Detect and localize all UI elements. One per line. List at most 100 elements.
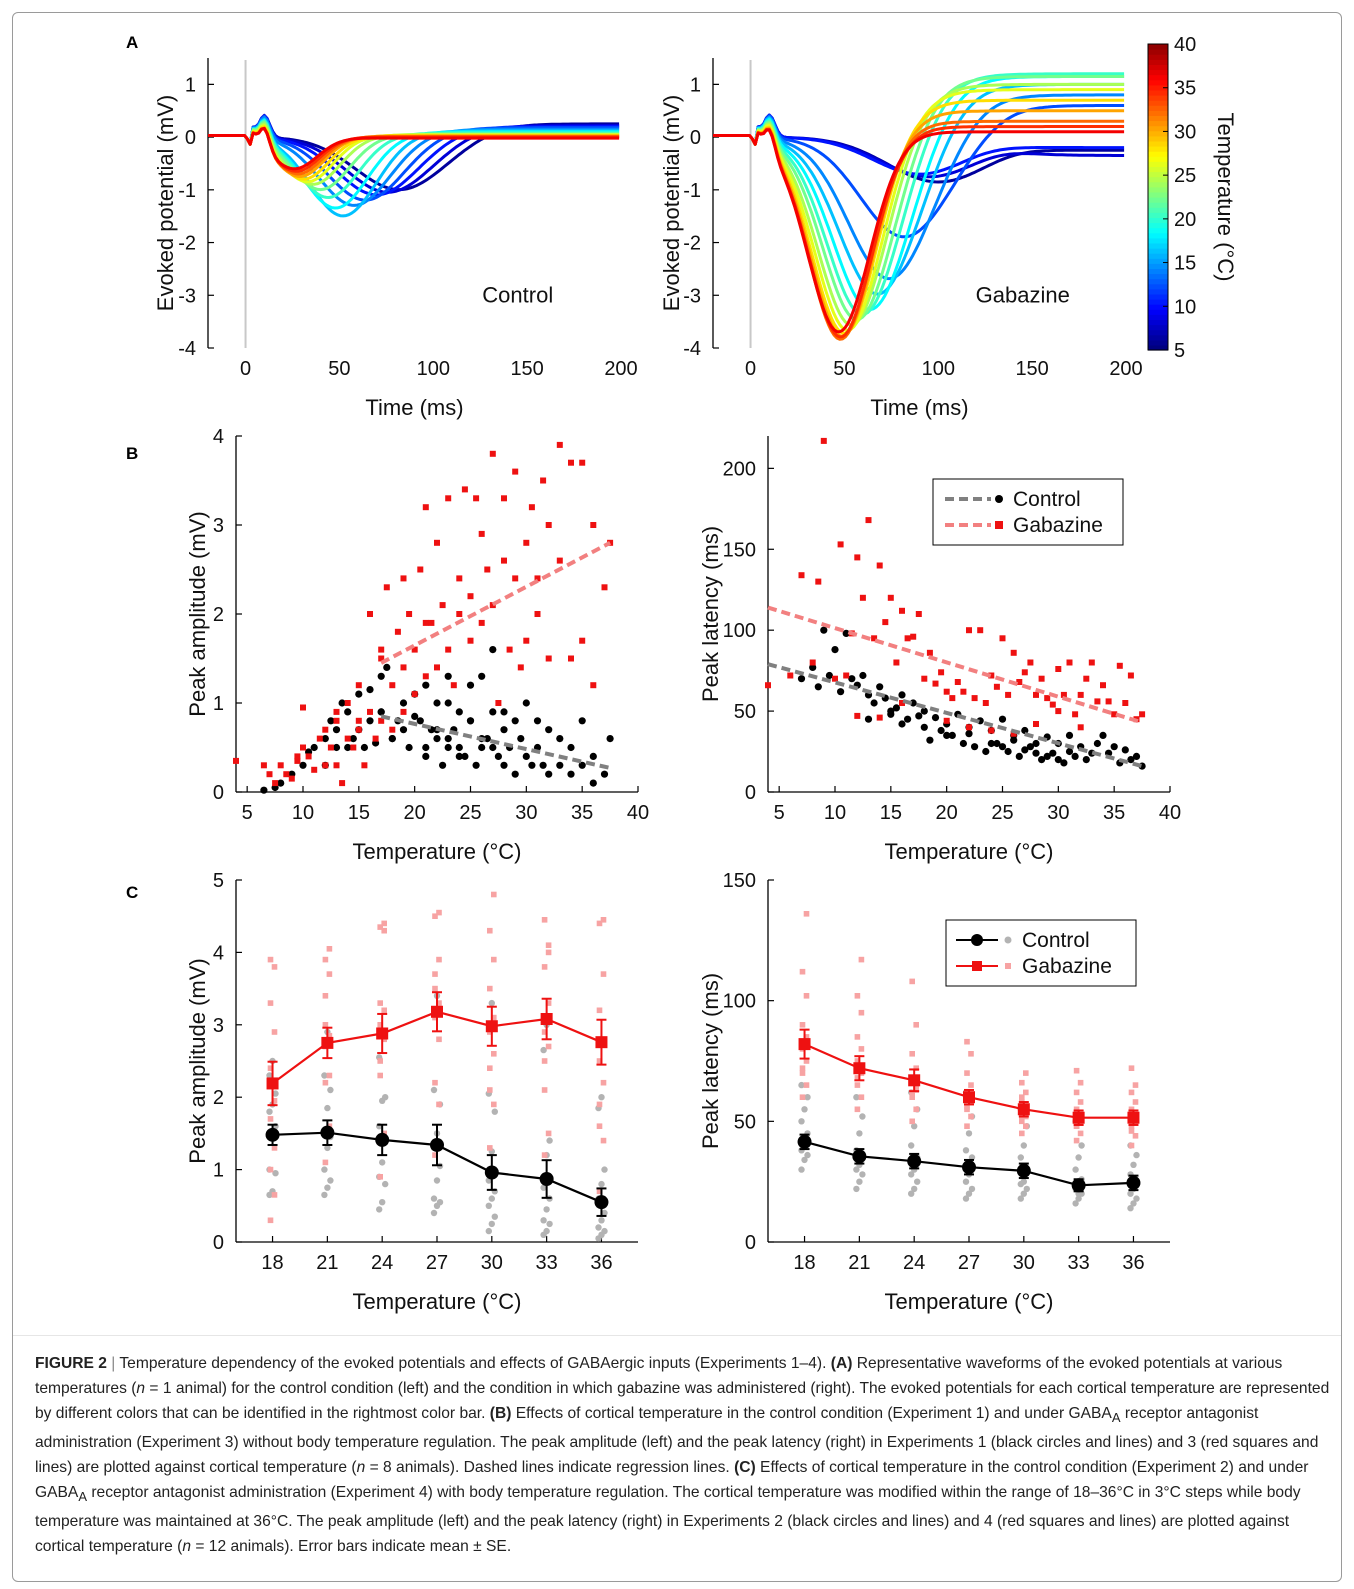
y-tick-label: 150 <box>723 870 756 892</box>
scatter-point-control <box>377 708 385 716</box>
x-tick-label: 200 <box>604 358 637 380</box>
raw-point-control <box>430 1209 438 1217</box>
mean-point-control <box>484 1165 499 1180</box>
raw-point-gabazine <box>600 1137 607 1144</box>
scatter-point-gabazine <box>1038 675 1045 682</box>
caption-segment: = 1 animal) for the control condition (l… <box>35 1380 1330 1422</box>
raw-point-gabazine <box>1128 1142 1135 1149</box>
scatter-point-control <box>1054 756 1062 764</box>
raw-point-gabazine <box>541 917 548 923</box>
scatter-point-control <box>439 761 447 769</box>
scatter-point-gabazine <box>439 602 446 609</box>
colorbar-segment <box>1148 288 1168 295</box>
scatter-point-gabazine <box>960 688 967 695</box>
raw-point-control <box>327 1086 334 1094</box>
chart-c-right: 0 50 100 150 18 21 24 27 30 33 36 Temperature (°C) P… <box>698 870 1170 1314</box>
colorbar-segment <box>1148 151 1168 157</box>
caption-segment: = 12 animals). Error bars indicate mean … <box>191 1538 512 1556</box>
scatter-point-gabazine <box>445 495 452 502</box>
raw-point-gabazine <box>803 1034 810 1040</box>
scatter-point-control <box>500 708 508 716</box>
scatter-point-control <box>825 671 834 680</box>
raw-point-gabazine <box>803 911 810 917</box>
raw-point-gabazine <box>267 1065 274 1071</box>
y-tick-label: 2 <box>213 604 224 626</box>
raw-point-gabazine <box>803 993 810 999</box>
scatter-point-control <box>383 663 391 672</box>
raw-point-gabazine <box>271 964 278 970</box>
y-tick-label: 50 <box>734 1111 756 1133</box>
raw-point-gabazine <box>913 1065 919 1071</box>
raw-point-gabazine <box>271 1192 278 1198</box>
legend-marker <box>995 521 1003 529</box>
scatter-point-control <box>433 735 441 743</box>
x-tick-label: 0 <box>745 358 756 380</box>
y-tick-label: 3 <box>213 515 224 537</box>
scatter-point-control <box>1004 747 1012 756</box>
raw-point-gabazine <box>854 1058 861 1064</box>
raw-point-gabazine <box>432 1079 438 1086</box>
scatter-point-gabazine <box>523 539 530 546</box>
y-tick-label: 5 <box>213 870 224 892</box>
raw-point-control <box>801 1106 808 1113</box>
scatter-point-gabazine <box>361 762 368 769</box>
x-tick-label: 30 <box>515 802 537 824</box>
raw-point-gabazine <box>596 1123 603 1129</box>
raw-point-control <box>914 1178 921 1185</box>
mean-point-control <box>797 1134 812 1149</box>
scatter-point-gabazine <box>322 726 329 733</box>
scatter-point-gabazine <box>1016 679 1023 685</box>
x-tick-label: 24 <box>371 1252 393 1274</box>
raw-point-gabazine <box>799 1094 806 1100</box>
scatter-point-control <box>411 712 419 721</box>
raw-point-control <box>272 1090 279 1097</box>
scatter-point-control <box>511 770 519 778</box>
colorbar-segment <box>1148 115 1168 122</box>
raw-point-control <box>601 1209 608 1217</box>
panel-label-a: A <box>126 33 138 52</box>
mean-point-gabazine <box>908 1074 921 1087</box>
raw-point-gabazine <box>322 1022 329 1028</box>
scatter-point-gabazine <box>876 714 883 721</box>
x-tick-label: 27 <box>426 1252 448 1274</box>
raw-point-gabazine <box>1023 1089 1029 1096</box>
scatter-point-gabazine <box>1049 701 1056 708</box>
scatter-point-gabazine <box>882 619 889 626</box>
raw-point-gabazine <box>909 1118 915 1125</box>
scatter-point-control <box>820 626 828 634</box>
scatter-point-control <box>606 735 614 743</box>
scatter-point-control <box>1026 743 1034 751</box>
raw-point-gabazine <box>322 956 329 963</box>
scatter-point-control <box>338 699 346 707</box>
chart-c-left: 0 1 2 3 4 5 18 21 24 27 30 33 36 Temperature (°C) Peak… <box>185 870 638 1314</box>
scatter-point-control <box>987 739 995 748</box>
scatter-point-control <box>299 761 307 769</box>
scatter-point-gabazine <box>590 682 597 689</box>
waveform-trace <box>713 128 1125 334</box>
y-tick-label: 0 <box>745 1232 756 1254</box>
scatter-point-control <box>528 761 536 769</box>
scatter-point-gabazine <box>607 539 614 546</box>
raw-point-control <box>433 1177 441 1184</box>
colorbar-segment <box>1148 59 1168 65</box>
scatter-point-gabazine <box>484 566 491 573</box>
raw-point-control <box>491 1213 498 1220</box>
y-tick-label: 2 <box>213 1087 224 1109</box>
raw-point-gabazine <box>322 993 329 999</box>
raw-point-gabazine <box>596 1058 603 1064</box>
scatter-point-gabazine <box>400 575 407 582</box>
raw-point-gabazine <box>1128 1128 1135 1134</box>
scatter-point-gabazine <box>1010 649 1017 656</box>
scatter-point-gabazine <box>943 688 950 695</box>
scatter-point-gabazine <box>333 708 340 715</box>
scatter-point-gabazine <box>1055 708 1062 715</box>
scatter-point-gabazine <box>478 530 485 537</box>
x-tick-label: 10 <box>824 802 846 824</box>
caption-text: Temperature dependency of the evoked pot… <box>35 1355 1329 1555</box>
scatter-point-control <box>539 761 547 769</box>
raw-point-gabazine <box>1132 1133 1139 1139</box>
scatter-point-control <box>466 717 475 725</box>
scatter-point-gabazine <box>1111 711 1118 718</box>
mean-point-control <box>320 1125 335 1140</box>
